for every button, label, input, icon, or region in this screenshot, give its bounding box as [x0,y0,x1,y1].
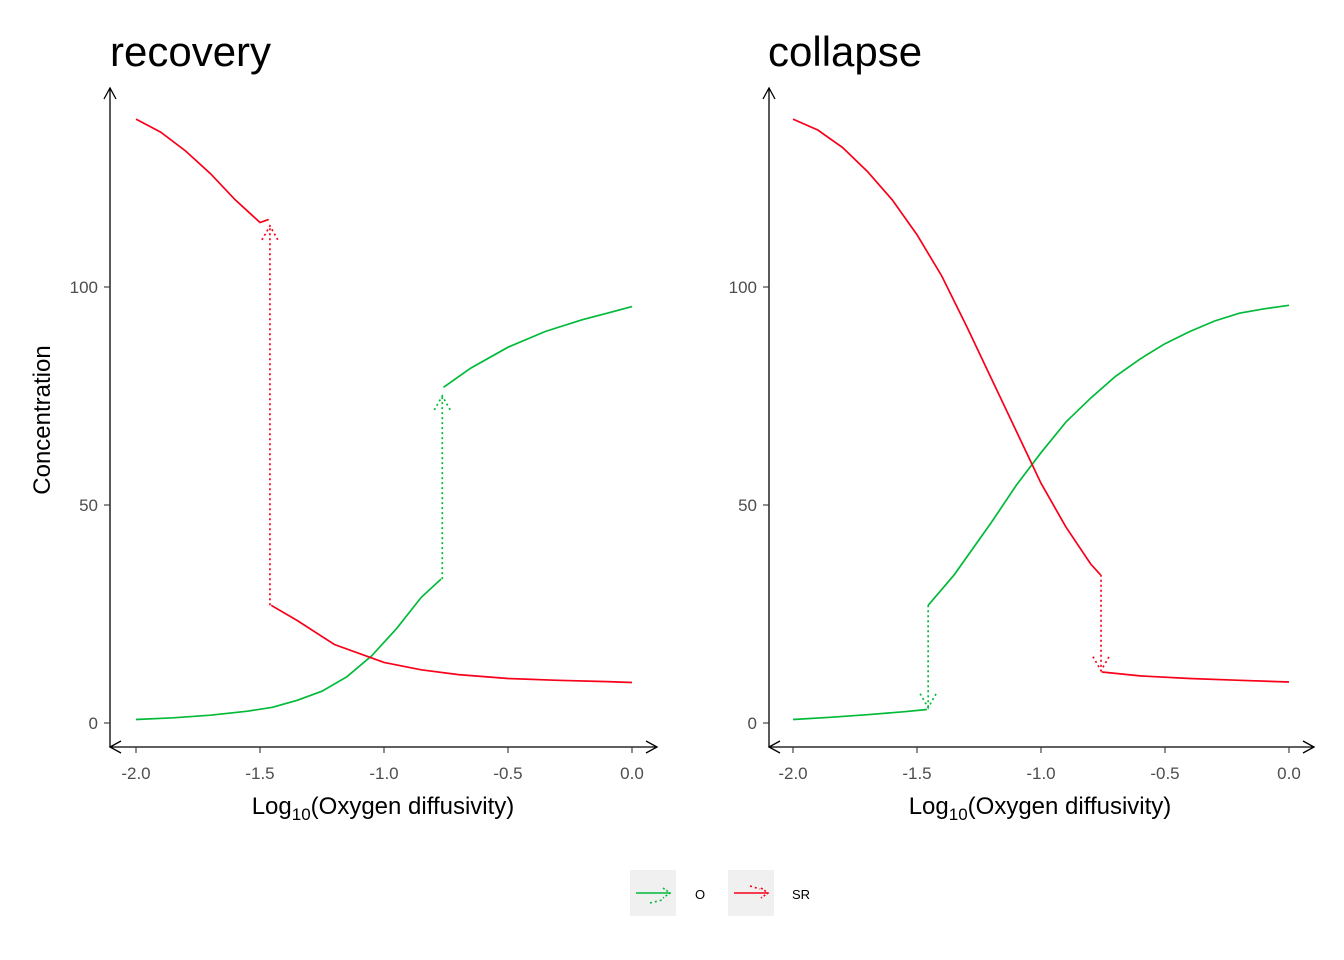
legend-item-o: O [630,870,705,916]
plot-area: -2.0 -1.5 -1.0 -0.5 0.0 0 50 100 [70,86,659,783]
series-line-o [927,304,1290,606]
x-tick-label: -2.0 [778,764,807,783]
x-tick-label: -0.5 [1150,764,1179,783]
legend-key-dotted [749,885,761,890]
legend-key-arrow-icon [662,887,672,899]
x-tick-label: -1.5 [245,764,274,783]
series-line-o [443,305,633,388]
y-tick-label: 0 [89,714,98,733]
transition-arrow-icon-sr [1092,656,1110,673]
legend-key-arrow-icon [760,887,770,899]
x-axis-title: Log10(Oxygen diffusivity) [252,793,515,824]
y-axis-title: Concentration [29,345,56,494]
panel-title: collapse [768,28,922,75]
legend-label: O [695,887,705,902]
series-line-sr [792,118,1102,576]
panel-recovery: recovery -2.0 -1.5 -1.0 -0.5 0.0 0 50 100 Conce… [29,28,659,824]
x-tick-label: -1.0 [369,764,398,783]
x-tick-label: 0.0 [1277,764,1301,783]
x-axis-arrow-left-icon [767,740,781,754]
y-tick-label: 100 [729,278,757,297]
x-tick-label: -1.0 [1026,764,1055,783]
panel-title: recovery [110,28,271,75]
x-tick-label: -1.5 [902,764,931,783]
x-axis-arrow-left-icon [108,740,122,754]
y-axis-arrow-icon [762,86,776,100]
x-axis-title: Log10(Oxygen diffusivity) [909,793,1172,824]
legend-label: SR [792,887,810,902]
series-line-o [135,578,442,721]
series-line-sr [1101,671,1290,683]
transition-arrow-icon-o [919,693,937,710]
transition-arrow-icon-o [433,394,452,411]
y-axis-arrow-icon [103,86,117,100]
x-axis-arrow-right-icon [645,740,659,754]
x-axis-arrow-right-icon [1302,740,1316,754]
y-tick-label: 50 [738,496,757,515]
series-line-o [792,708,927,721]
series-line-sr [135,118,269,224]
y-tick-label: 50 [79,496,98,515]
y-tick-label: 0 [748,714,757,733]
y-tick-label: 100 [70,278,98,297]
legend-item-sr: SR [728,870,810,916]
series-line-sr [270,604,633,684]
legend-key-dotted [649,899,663,904]
x-tick-label: -0.5 [493,764,522,783]
x-tick-label: -2.0 [121,764,150,783]
x-tick-label: 0.0 [620,764,644,783]
plot-area: -2.0 -1.5 -1.0 -0.5 0.0 0 50 100 [729,86,1316,783]
transition-arrow-icon-sr [261,224,279,241]
legend: O SR [630,870,810,916]
panel-collapse: collapse -2.0 -1.5 -1.0 -0.5 0.0 0 50 100 Log10… [729,28,1316,824]
